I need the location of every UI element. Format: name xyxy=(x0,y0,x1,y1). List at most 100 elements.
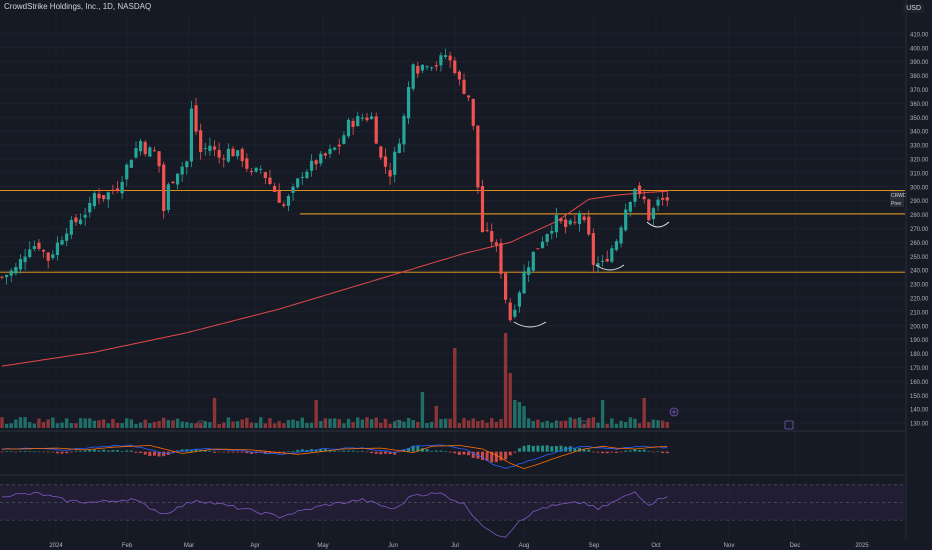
volume-bar xyxy=(647,421,651,428)
macd-histogram-bar xyxy=(217,451,221,453)
candle-body xyxy=(443,55,448,57)
volume-bar xyxy=(194,423,198,428)
macd-histogram-bar xyxy=(578,447,581,452)
event-markers[interactable] xyxy=(197,407,794,430)
volume-bar xyxy=(517,402,522,428)
volume-bar xyxy=(18,417,23,428)
volume-bar xyxy=(619,420,623,428)
price-tick-label: 350.00 xyxy=(910,116,929,122)
symbol-tag-label: Prev xyxy=(891,201,902,207)
volume-bar xyxy=(309,422,314,428)
candle-body xyxy=(379,146,383,158)
candle-body xyxy=(453,60,457,74)
candle-body xyxy=(508,302,512,321)
price-tick-label: 170.00 xyxy=(910,366,929,372)
candle-body xyxy=(88,202,92,213)
macd-histogram-bar xyxy=(88,449,92,452)
volume-bar xyxy=(540,422,545,428)
candle-body xyxy=(199,130,203,153)
price-tick-label: 230.00 xyxy=(910,283,929,289)
grid-lines xyxy=(0,14,905,540)
price-tick-label: 290.00 xyxy=(910,199,929,205)
macd-histogram-bar xyxy=(28,451,32,452)
candle-body xyxy=(346,119,351,137)
candle-body xyxy=(32,246,36,250)
candle-body xyxy=(596,263,600,267)
macd-histogram-bar xyxy=(647,450,651,452)
candle-body xyxy=(462,79,466,94)
volume-bar xyxy=(568,417,572,428)
macd-histogram-bar xyxy=(471,451,475,458)
macd-histogram-bar xyxy=(453,451,457,454)
candle-body xyxy=(231,148,235,157)
currency-button[interactable]: USD xyxy=(903,4,924,13)
volume-bar xyxy=(226,417,231,428)
macd-histogram-bar xyxy=(457,451,461,455)
macd-histogram-bar xyxy=(157,451,161,457)
earnings-marker-upcoming[interactable] xyxy=(784,420,794,430)
volume-bar xyxy=(64,418,69,428)
macd-histogram-bar xyxy=(485,451,489,461)
price-tick-label: 390.00 xyxy=(910,60,929,66)
candle-body xyxy=(374,116,378,144)
candle-body xyxy=(314,160,318,165)
volume-bar xyxy=(397,419,402,428)
macd-histogram-bar xyxy=(111,450,115,452)
candle-body xyxy=(286,196,291,206)
candle-body xyxy=(55,242,60,255)
macd-histogram-bar xyxy=(194,449,198,452)
volume-bar xyxy=(23,417,27,428)
volume-bar xyxy=(323,418,328,428)
add-alert-icon[interactable] xyxy=(669,407,679,417)
candle-body xyxy=(485,229,489,231)
earnings-marker[interactable] xyxy=(394,420,402,428)
macd-histogram-bar xyxy=(120,451,124,452)
candle-body xyxy=(60,240,64,245)
macd-histogram-bar xyxy=(203,450,207,452)
macd-histogram-bar xyxy=(370,451,374,454)
volume-bar xyxy=(466,420,471,428)
macd-histogram-bar xyxy=(513,451,517,453)
time-tick-label: Dec xyxy=(790,543,801,549)
volume-bar xyxy=(203,421,207,428)
earnings-marker[interactable] xyxy=(197,420,205,428)
macd-histogram-bar xyxy=(596,451,600,453)
volume-bar xyxy=(212,398,217,428)
macd-histogram-bar xyxy=(323,449,327,452)
price-axis[interactable]: 130.00 140.00 150.00 160.00 170.00 180.00 190.… xyxy=(905,0,932,550)
candle-body xyxy=(573,221,577,223)
volume-bar xyxy=(277,421,281,428)
volume-bar xyxy=(406,417,411,428)
time-axis[interactable]: 2024 Feb Mar Apr May Jun Jul Aug Sep Oct Nov Dec 202… xyxy=(0,538,932,550)
candle-body xyxy=(647,199,651,221)
candle-body xyxy=(619,227,623,244)
macd-histogram-bar xyxy=(397,451,401,453)
volume-bar xyxy=(268,418,272,428)
candle-body xyxy=(513,309,517,317)
macd-histogram-bar xyxy=(504,451,508,460)
price-tick-label: 150.00 xyxy=(910,394,929,400)
candle-body xyxy=(18,258,23,270)
macd-histogram-bar xyxy=(411,445,415,452)
volume-bar xyxy=(453,348,457,428)
macd-histogram-bar xyxy=(610,451,614,453)
candle-body xyxy=(393,151,397,175)
candle-body xyxy=(610,248,614,262)
volume-bar xyxy=(245,417,249,428)
candle-body xyxy=(577,213,582,225)
macd-histogram-bar xyxy=(106,450,110,452)
candle-body xyxy=(148,147,152,157)
volume-bar xyxy=(115,422,120,428)
candle-body xyxy=(74,217,78,223)
candle-body xyxy=(102,195,106,200)
candle-body xyxy=(365,117,369,121)
macd-histogram-bar xyxy=(425,449,429,452)
macd-histogram-bar xyxy=(531,445,535,452)
candle-body xyxy=(203,148,207,150)
earnings-marker[interactable] xyxy=(580,420,588,428)
volume-bar xyxy=(231,421,235,428)
volume-bar xyxy=(328,418,332,428)
candle-body xyxy=(268,177,272,185)
time-tick-label: May xyxy=(317,543,328,549)
